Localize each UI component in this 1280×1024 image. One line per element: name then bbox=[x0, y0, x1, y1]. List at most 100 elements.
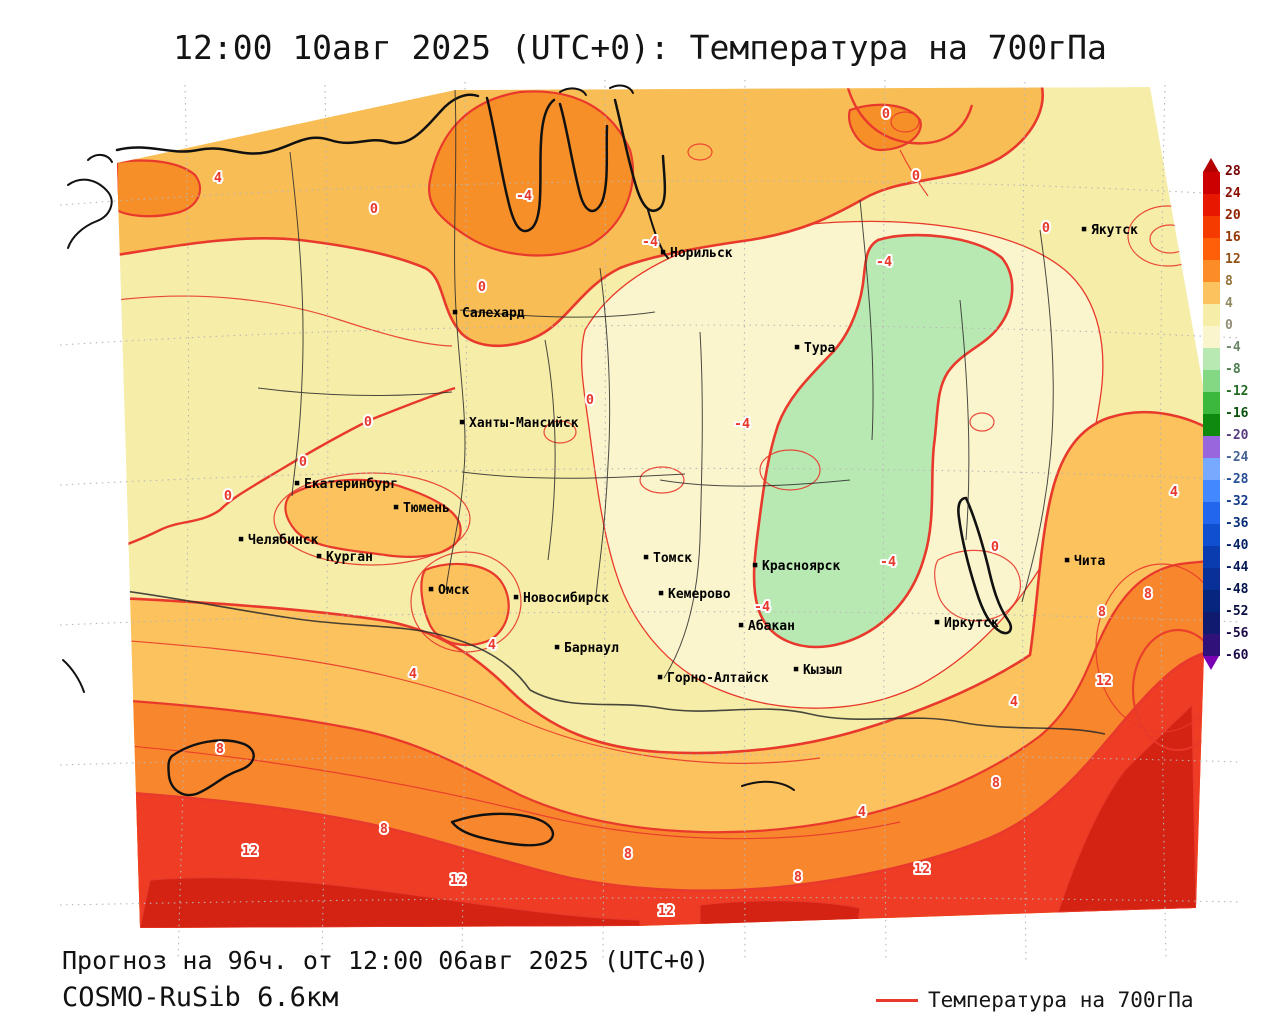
south-dark-red-patch bbox=[139, 877, 641, 928]
city-marker bbox=[238, 536, 244, 542]
city-label: Иркутск bbox=[944, 616, 999, 631]
city-label: Новосибирск bbox=[523, 591, 609, 606]
contour-value-label: 8 bbox=[380, 821, 388, 837]
city-marker bbox=[459, 419, 465, 425]
contour-value-label: 12 bbox=[1096, 673, 1112, 689]
contour-value-label: -4 bbox=[734, 416, 750, 432]
temperature-colorbar: 28 24 20 16 12 8 4 0 -4 -8 -12 -16 -20 -24 -28 -32 -36 -4… bbox=[1203, 158, 1263, 670]
contour-value-label: 4 bbox=[1170, 484, 1178, 500]
city-label: Ханты-Мансийск bbox=[469, 416, 579, 431]
major-contours bbox=[117, 87, 1211, 892]
omsk-orange-patch bbox=[420, 562, 510, 647]
contour-value-label: -4 bbox=[876, 254, 892, 270]
city-marker bbox=[643, 554, 649, 560]
city-label: Кызыл bbox=[803, 663, 842, 678]
colorbar-band bbox=[1203, 392, 1220, 414]
city-marker bbox=[752, 562, 758, 568]
colorbar-label: -44 bbox=[1225, 560, 1249, 575]
city-marker bbox=[934, 619, 940, 625]
colorbar-label: -60 bbox=[1225, 648, 1249, 663]
colorbar-label: -16 bbox=[1225, 406, 1249, 421]
city-label: Челябинск bbox=[248, 533, 319, 548]
model-info: COSMO-RuSib 6.6км bbox=[62, 982, 339, 1013]
contour-value-label: 8 bbox=[216, 741, 224, 757]
colorbar-band bbox=[1203, 568, 1220, 590]
colorbar-overflow-arrow-icon bbox=[1203, 158, 1219, 172]
map-legend: Температура на 700гПа bbox=[876, 988, 1194, 1012]
admin-borders-layer bbox=[117, 89, 1106, 735]
colorbar-band bbox=[1203, 414, 1220, 436]
ridge-outline bbox=[450, 812, 555, 847]
contour-value-label: -4 bbox=[880, 554, 896, 570]
city-label: Чита bbox=[1074, 554, 1105, 569]
contour-value-label: -4 bbox=[754, 599, 770, 615]
city-marker bbox=[657, 674, 663, 680]
contour-value-label: 8 bbox=[1144, 586, 1152, 602]
contour-value-label: 0 bbox=[912, 168, 920, 184]
colorbar-band bbox=[1203, 260, 1220, 282]
colorbar-band bbox=[1203, 194, 1220, 216]
contour-value-label: -4 bbox=[642, 234, 658, 250]
colorbar-band bbox=[1203, 612, 1220, 634]
ridge-outline bbox=[167, 739, 255, 797]
colorbar-band bbox=[1203, 172, 1220, 194]
contour-value-label: 4 bbox=[488, 637, 496, 653]
contour-value-label: -4 bbox=[516, 188, 532, 204]
colorbar-label: 28 bbox=[1225, 164, 1241, 179]
colorbar-label: -52 bbox=[1225, 604, 1249, 619]
city-label: Норильск bbox=[670, 246, 733, 261]
city-marker bbox=[1064, 557, 1070, 563]
contour-value-label: 12 bbox=[658, 903, 674, 919]
city-label: Курган bbox=[326, 550, 373, 565]
contour-value-label: 0 bbox=[1042, 220, 1050, 236]
colorbar-label: -12 bbox=[1225, 384, 1249, 399]
colorbar-band bbox=[1203, 436, 1220, 458]
city-marker bbox=[452, 309, 458, 315]
city-label: Красноярск bbox=[762, 559, 840, 574]
city-label: Горно-Алтайск bbox=[667, 671, 769, 686]
contour-value-label: 8 bbox=[992, 775, 1000, 791]
colorbar-band bbox=[1203, 480, 1220, 502]
city-label: Кемерово bbox=[668, 587, 731, 602]
colorbar-band bbox=[1203, 546, 1220, 568]
colorbar-label: -28 bbox=[1225, 472, 1249, 487]
colorbar-band bbox=[1203, 634, 1220, 656]
forecast-info: Прогноз на 96ч. от 12:00 06авг 2025 (UTC… bbox=[62, 946, 710, 975]
city-marker bbox=[554, 644, 560, 650]
colorbar-label: -56 bbox=[1225, 626, 1249, 641]
contour-value-label: 0 bbox=[478, 279, 486, 295]
colorbar-label: 20 bbox=[1225, 208, 1241, 223]
colorbar-band bbox=[1203, 326, 1220, 348]
colorbar-band bbox=[1203, 304, 1220, 326]
city-label: Омск bbox=[438, 583, 469, 598]
city-label: Томск bbox=[653, 551, 692, 566]
contour-value-label: 0 bbox=[364, 414, 372, 430]
colorbar-band bbox=[1203, 458, 1220, 480]
city-label: Якутск bbox=[1091, 223, 1138, 238]
city-label: Тура bbox=[804, 341, 835, 356]
contour-value-label: 0 bbox=[299, 454, 307, 470]
city-marker bbox=[316, 553, 322, 559]
contour-value-label: 0 bbox=[586, 392, 594, 408]
contour-value-label: 12 bbox=[914, 861, 930, 877]
colorbar-label: -20 bbox=[1225, 428, 1249, 443]
contour-value-label: 0 bbox=[224, 488, 232, 504]
ural-orange-patch bbox=[284, 478, 462, 558]
colorbar-label: -48 bbox=[1225, 582, 1249, 597]
contour-labels-layer: 4 0 -4 0 -4 0 0 -4 0 0 -4 0 0 0 -4 -4 0 4 4 4 8 8 12 8 4 4 8 8 8 8 12 1… bbox=[212, 104, 1180, 921]
colorbar-band bbox=[1203, 370, 1220, 392]
south-dark-red-patch bbox=[699, 900, 861, 925]
contour-value-label: 4 bbox=[409, 666, 417, 682]
contour-value-label: 8 bbox=[624, 846, 632, 862]
contour-value-label: 4 bbox=[1010, 694, 1018, 710]
contour-value-label: 4 bbox=[214, 170, 222, 186]
contour-value-label: 0 bbox=[882, 106, 890, 122]
contour-value-label: 8 bbox=[794, 869, 802, 885]
north-deep-orange-patch bbox=[427, 90, 635, 257]
city-label: Салехард bbox=[462, 306, 525, 321]
south-band-12-16 bbox=[117, 650, 1211, 928]
colorbar-label: -40 bbox=[1225, 538, 1249, 553]
contour-value-label: 4 bbox=[858, 804, 866, 820]
contour-value-label: 12 bbox=[242, 843, 258, 859]
city-marker bbox=[660, 249, 666, 255]
